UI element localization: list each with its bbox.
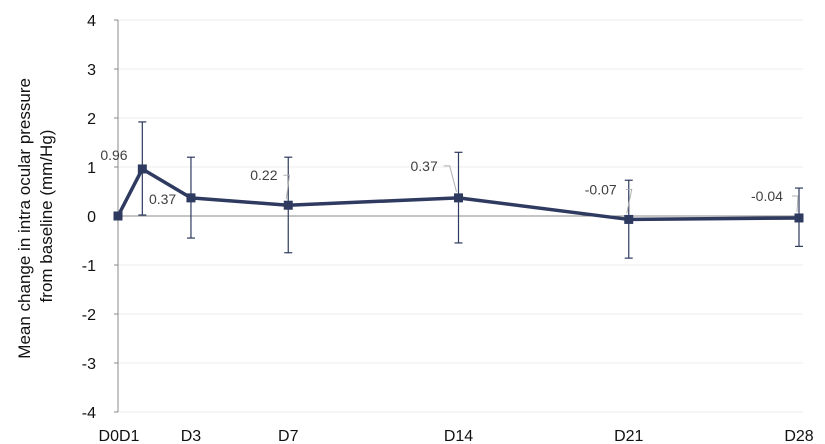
y-tick-label: -2 bbox=[82, 307, 96, 324]
x-tick-label: D3 bbox=[181, 428, 202, 444]
y-tick-label: -3 bbox=[82, 356, 96, 373]
x-tick-label: D28 bbox=[784, 428, 813, 444]
y-axis-label-line-1: Mean change in intra ocular pressure bbox=[15, 78, 34, 359]
data-label: -0.07 bbox=[585, 181, 617, 197]
data-label: 0.37 bbox=[411, 158, 438, 174]
data-label-leader bbox=[625, 188, 633, 214]
y-tick-label: 4 bbox=[87, 13, 96, 30]
error-bars bbox=[138, 121, 803, 259]
data-label: 0.96 bbox=[100, 147, 127, 163]
data-point bbox=[794, 213, 804, 223]
x-tick-label: D21 bbox=[614, 428, 643, 444]
y-tick-label: 2 bbox=[87, 111, 96, 128]
y-axis-label-line-2: from baseline (mm/Hg) bbox=[37, 130, 56, 303]
x-tick-label: D0 bbox=[99, 428, 120, 444]
data-label: 0.37 bbox=[149, 191, 176, 207]
data-label-leader bbox=[792, 195, 799, 212]
x-tick-label: D7 bbox=[278, 428, 299, 444]
x-tick-label: D14 bbox=[444, 428, 473, 444]
x-tick-label: D1 bbox=[119, 428, 140, 444]
data-label: -0.04 bbox=[751, 188, 783, 204]
data-point bbox=[186, 193, 196, 203]
data-label-leaders bbox=[283, 165, 799, 214]
data-labels: 0.96 0.37 0.22 0.37 -0.07 -0.04 bbox=[100, 147, 783, 207]
x-tick-labels: D0 D1 D3 D7 D14 D21 D28 bbox=[99, 428, 814, 444]
y-tick-label: -1 bbox=[82, 258, 96, 275]
y-tick-labels: 4 3 2 1 0 -1 -2 -3 -4 bbox=[82, 13, 118, 422]
data-point bbox=[283, 200, 293, 210]
gridlines bbox=[118, 19, 803, 413]
y-tick-label: 1 bbox=[87, 160, 96, 177]
data-point bbox=[454, 193, 463, 203]
data-label-leader bbox=[443, 165, 457, 192]
y-axis-label: Mean change in intra ocular pressure fro… bbox=[15, 73, 56, 358]
data-point bbox=[624, 214, 634, 224]
y-tick-label: -4 bbox=[82, 405, 96, 422]
data-point bbox=[137, 164, 147, 174]
y-tick-label: 3 bbox=[87, 62, 96, 79]
data-point bbox=[113, 211, 123, 221]
data-label: 0.22 bbox=[250, 167, 277, 183]
data-label-leader bbox=[283, 174, 291, 200]
y-tick-label: 0 bbox=[87, 209, 96, 226]
series-markers bbox=[113, 164, 804, 224]
